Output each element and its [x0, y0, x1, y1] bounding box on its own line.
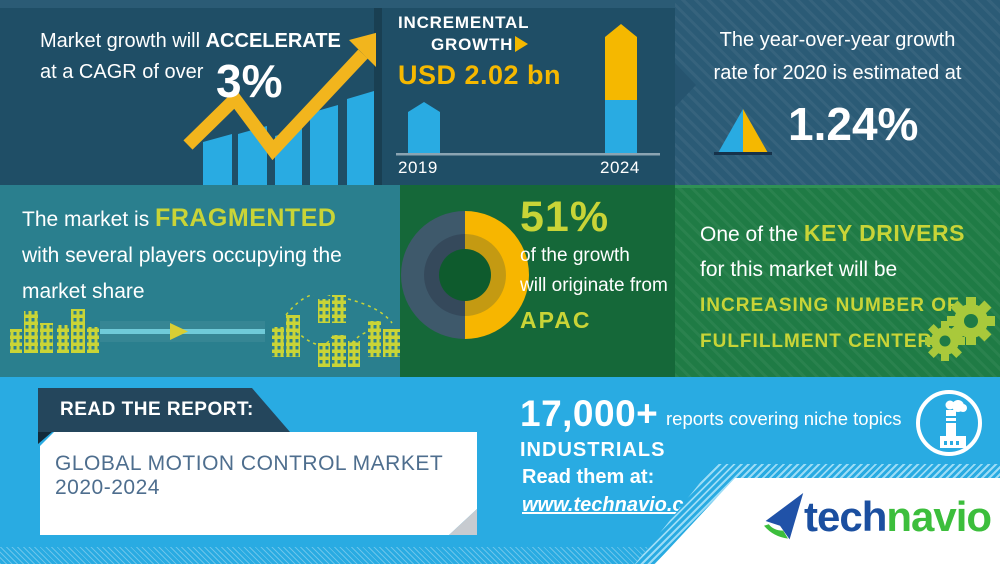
yoy-value: 1.24% — [788, 98, 919, 150]
year-label-2024: 2024 — [600, 158, 640, 177]
paper-plane-icon — [764, 493, 804, 540]
incremental-growth-title: INCREMENTAL GROWTH — [398, 13, 530, 54]
report-title-card: GLOBAL MOTION CONTROL MARKET 2020-2024 — [40, 432, 477, 535]
triangle-up-icon — [718, 109, 743, 153]
cagr-statement: Market growth will ACCELERATE at a CAGR … — [40, 26, 341, 88]
city-buildings-icon — [10, 295, 400, 367]
fragmented-statement: The market is FRAGMENTED with several pl… — [22, 204, 342, 303]
fragmented-highlight: FRAGMENTED — [155, 204, 337, 232]
incremental-growth-value: USD 2.02 bn — [398, 60, 562, 90]
reports-desc: reports covering niche topics — [666, 408, 902, 429]
yoy-statement: The year-over-year growth rate for 2020 … — [713, 29, 962, 84]
chevron-right-icon — [675, 63, 696, 107]
apac-value: 51% — [520, 193, 610, 241]
logo-text-tech: tech — [804, 493, 887, 540]
cagr-value: 3% — [216, 55, 283, 107]
incremental-growth-bar-chart — [396, 24, 660, 156]
vertical-divider — [374, 0, 382, 185]
apac-region: APAC — [520, 307, 592, 333]
technavio-url-link[interactable]: www.technavio.com — [522, 494, 714, 516]
technavio-logo: tech navio — [756, 492, 992, 542]
category-label: INDUSTRIALS — [520, 439, 666, 461]
logo-text-navio: navio — [886, 493, 992, 540]
top-highlight-strip — [0, 0, 675, 8]
cagr-line1-bold: ACCELERATE — [205, 30, 341, 52]
play-triangle-icon — [515, 36, 529, 52]
reports-count: 17,000+ — [520, 393, 659, 434]
zigzag-up-arrow-icon — [183, 32, 376, 185]
gear-icon — [925, 297, 995, 361]
read-report-banner[interactable]: READ THE REPORT: — [38, 388, 290, 432]
factory-glyph — [940, 400, 967, 448]
report-title: GLOBAL MOTION CONTROL MARKET 2020-2024 — [55, 452, 444, 499]
triangle-up-icon — [743, 109, 768, 153]
key-drivers-statement: One of the KEY DRIVERS for this market w… — [700, 220, 965, 352]
key-drivers-highlight: KEY DRIVERS — [803, 220, 965, 246]
cagr-line2: at a CAGR of over — [40, 61, 204, 83]
apac-statement: 51% of the growth will originate from AP… — [520, 193, 668, 333]
triangle-base — [714, 152, 772, 155]
read-them-label: Read them at: — [522, 466, 655, 488]
factory-lighthouse-icon — [916, 390, 982, 456]
apac-donut-chart — [401, 211, 529, 339]
year-label-2019: 2019 — [398, 158, 438, 177]
cagr-line1-prefix: Market growth will — [40, 30, 206, 52]
read-report-label: READ THE REPORT: — [60, 399, 254, 420]
